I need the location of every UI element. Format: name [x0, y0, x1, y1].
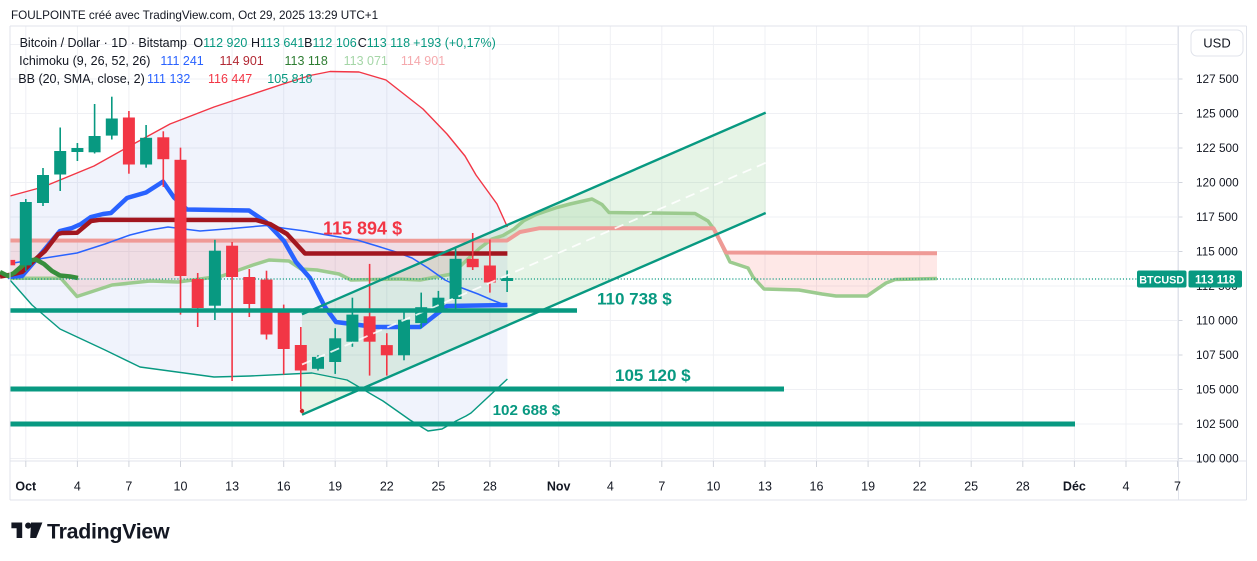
- svg-text:USD: USD: [1203, 36, 1230, 51]
- svg-text:105 000: 105 000: [1196, 383, 1239, 397]
- svg-text:+193 (+0,17%): +193 (+0,17%): [413, 36, 496, 50]
- svg-text:102 688 $: 102 688 $: [493, 402, 561, 419]
- svg-text:B112 106: B112 106: [304, 36, 357, 50]
- svg-text:113 118: 113 118: [285, 54, 328, 68]
- svg-text:105 120 $: 105 120 $: [615, 366, 691, 385]
- svg-text:111 241: 111 241: [160, 54, 203, 68]
- svg-text:Ichimoku (9, 26, 52, 26): Ichimoku (9, 26, 52, 26): [19, 54, 150, 68]
- svg-text:TradingView: TradingView: [47, 520, 170, 544]
- svg-text:107 500: 107 500: [1196, 348, 1239, 362]
- svg-text:10: 10: [174, 480, 188, 494]
- svg-text:13: 13: [758, 480, 772, 494]
- svg-text:O112 920: O112 920: [193, 36, 247, 50]
- svg-text:19: 19: [861, 480, 875, 494]
- svg-text:19: 19: [328, 480, 342, 494]
- svg-text:114 901: 114 901: [401, 54, 445, 68]
- svg-text:Déc: Déc: [1063, 480, 1086, 494]
- svg-text:7: 7: [658, 480, 665, 494]
- svg-text:115 894 $: 115 894 $: [323, 219, 402, 239]
- svg-text:127 500: 127 500: [1196, 72, 1239, 86]
- svg-text:105 818: 105 818: [267, 72, 312, 86]
- svg-text:110 738 $: 110 738 $: [597, 289, 672, 308]
- svg-text:4: 4: [74, 480, 81, 494]
- svg-text:C113 118: C113 118: [358, 36, 410, 50]
- svg-text:122 500: 122 500: [1196, 141, 1239, 155]
- svg-text:28: 28: [483, 480, 497, 494]
- svg-text:Nov: Nov: [547, 480, 571, 494]
- svg-text:117 500: 117 500: [1196, 210, 1238, 224]
- svg-text:4: 4: [1123, 480, 1130, 494]
- svg-text:28: 28: [1016, 480, 1030, 494]
- svg-text:16: 16: [277, 480, 291, 494]
- svg-text:113 118: 113 118: [1195, 274, 1236, 286]
- svg-text:Bitcoin / Dollar · 1D · Bitsta: Bitcoin / Dollar · 1D · Bitstamp: [20, 36, 187, 50]
- svg-text:BB (20, SMA, close, 2): BB (20, SMA, close, 2): [18, 72, 144, 86]
- svg-text:H113 641: H113 641: [251, 36, 304, 50]
- svg-text:120 000: 120 000: [1196, 176, 1239, 190]
- svg-text:22: 22: [380, 480, 394, 494]
- svg-text:13: 13: [225, 480, 239, 494]
- svg-text:111 132: 111 132: [147, 72, 190, 86]
- svg-text:22: 22: [913, 480, 927, 494]
- svg-text:4: 4: [607, 480, 614, 494]
- svg-text:7: 7: [125, 480, 132, 494]
- svg-text:25: 25: [431, 480, 445, 494]
- svg-text:25: 25: [964, 480, 978, 494]
- svg-text:10: 10: [706, 480, 720, 494]
- svg-text:115 000: 115 000: [1196, 245, 1238, 259]
- svg-text:100 000: 100 000: [1196, 452, 1239, 466]
- svg-text:113 071: 113 071: [344, 54, 388, 68]
- svg-text:BTCUSD: BTCUSD: [1139, 274, 1184, 286]
- svg-text:7: 7: [1174, 480, 1181, 494]
- svg-text:102 500: 102 500: [1196, 417, 1239, 431]
- svg-text:125 000: 125 000: [1196, 107, 1239, 121]
- svg-text:Oct: Oct: [15, 480, 37, 494]
- svg-text:110 000: 110 000: [1196, 314, 1238, 328]
- svg-text:114 901: 114 901: [220, 54, 264, 68]
- svg-text:116 447: 116 447: [208, 72, 252, 86]
- svg-text:FOULPOINTE créé avec TradingVi: FOULPOINTE créé avec TradingView.com, Oc…: [11, 9, 378, 22]
- svg-text:16: 16: [810, 480, 824, 494]
